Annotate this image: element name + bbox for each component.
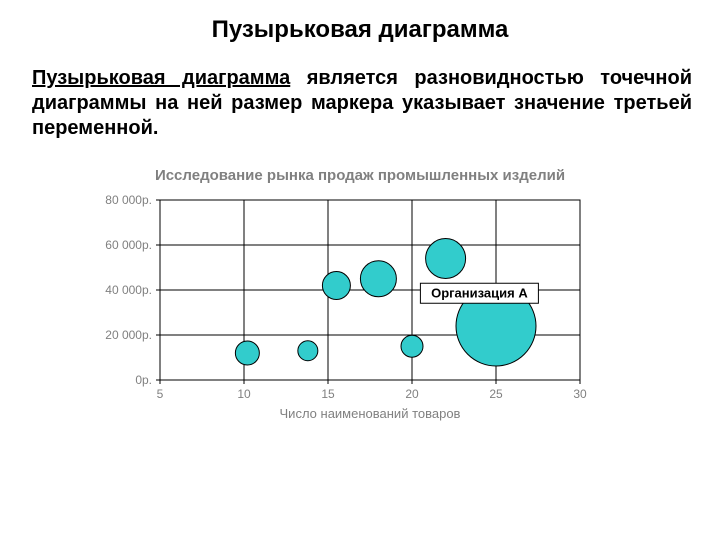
grid-cell bbox=[244, 245, 328, 290]
x-tick-label: 20 bbox=[405, 387, 419, 401]
x-axis-label: Число наименований товаров bbox=[280, 406, 461, 421]
grid-cell bbox=[160, 335, 244, 380]
bubble-3 bbox=[360, 261, 396, 297]
description-paragraph: Пузырьковая диаграмма является разновидн… bbox=[0, 44, 720, 151]
description-underlined: Пузырьковая диаграмма bbox=[32, 67, 290, 89]
x-tick-label: 30 bbox=[573, 387, 587, 401]
grid-cell bbox=[328, 335, 412, 380]
bubble-0 bbox=[235, 341, 259, 365]
grid-cell bbox=[328, 200, 412, 245]
grid-cell bbox=[496, 200, 580, 245]
x-tick-label: 5 bbox=[157, 387, 164, 401]
chart-title: Исследование рынка продаж промышленных и… bbox=[80, 167, 640, 184]
grid-cell bbox=[244, 290, 328, 335]
bubble-chart: 0р. 20 000р. 40 000р. 60 000р. 80 000р. 5 10 15… bbox=[80, 190, 640, 430]
grid-cell bbox=[412, 200, 496, 245]
bubble-2 bbox=[322, 272, 350, 300]
bubble-1 bbox=[298, 341, 318, 361]
grid-cell bbox=[244, 200, 328, 245]
y-tick-label: 20 000р. bbox=[105, 328, 152, 342]
y-tick-label: 80 000р. bbox=[105, 193, 152, 207]
y-tick-label: 60 000р. bbox=[105, 238, 152, 252]
grid-cell bbox=[160, 245, 244, 290]
x-tick-label: 10 bbox=[237, 387, 251, 401]
callout-label: Организация А bbox=[431, 285, 528, 300]
grid-cell bbox=[160, 290, 244, 335]
y-tick-label: 40 000р. bbox=[105, 283, 152, 297]
bubble-4 bbox=[401, 335, 423, 357]
x-tick-label: 15 bbox=[321, 387, 335, 401]
grid-cell bbox=[160, 200, 244, 245]
bubble-5 bbox=[426, 239, 466, 279]
chart-container: Исследование рынка продаж промышленных и… bbox=[80, 167, 640, 430]
x-tick-label: 25 bbox=[489, 387, 503, 401]
y-tick-label: 0р. bbox=[135, 373, 152, 387]
page-title: Пузырьковая диаграмма bbox=[0, 0, 720, 44]
